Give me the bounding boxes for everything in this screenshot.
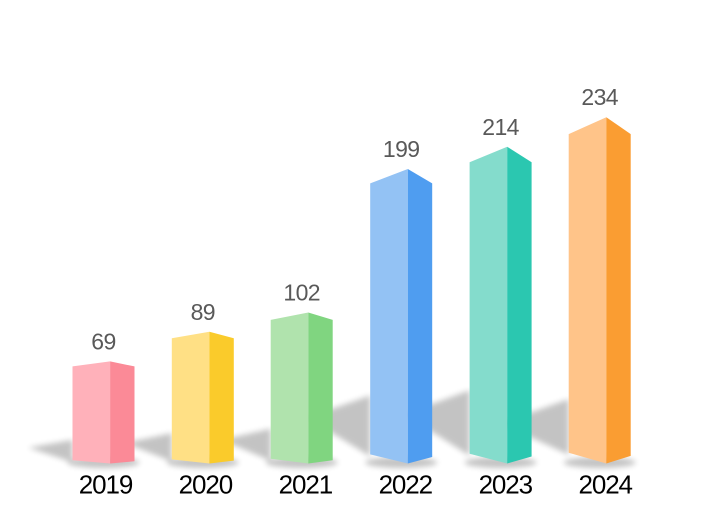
svg-text:2023: 2023 xyxy=(479,470,533,500)
svg-text:214: 214 xyxy=(482,114,519,140)
svg-text:2024: 2024 xyxy=(578,470,632,500)
svg-text:234: 234 xyxy=(581,84,618,110)
svg-text:2022: 2022 xyxy=(379,470,433,500)
svg-text:2019: 2019 xyxy=(79,470,133,500)
svg-text:69: 69 xyxy=(91,328,115,354)
svg-text:199: 199 xyxy=(383,136,420,162)
svg-text:2021: 2021 xyxy=(279,470,333,500)
svg-text:102: 102 xyxy=(283,280,320,306)
svg-text:89: 89 xyxy=(191,299,215,325)
svg-text:2020: 2020 xyxy=(179,470,233,500)
